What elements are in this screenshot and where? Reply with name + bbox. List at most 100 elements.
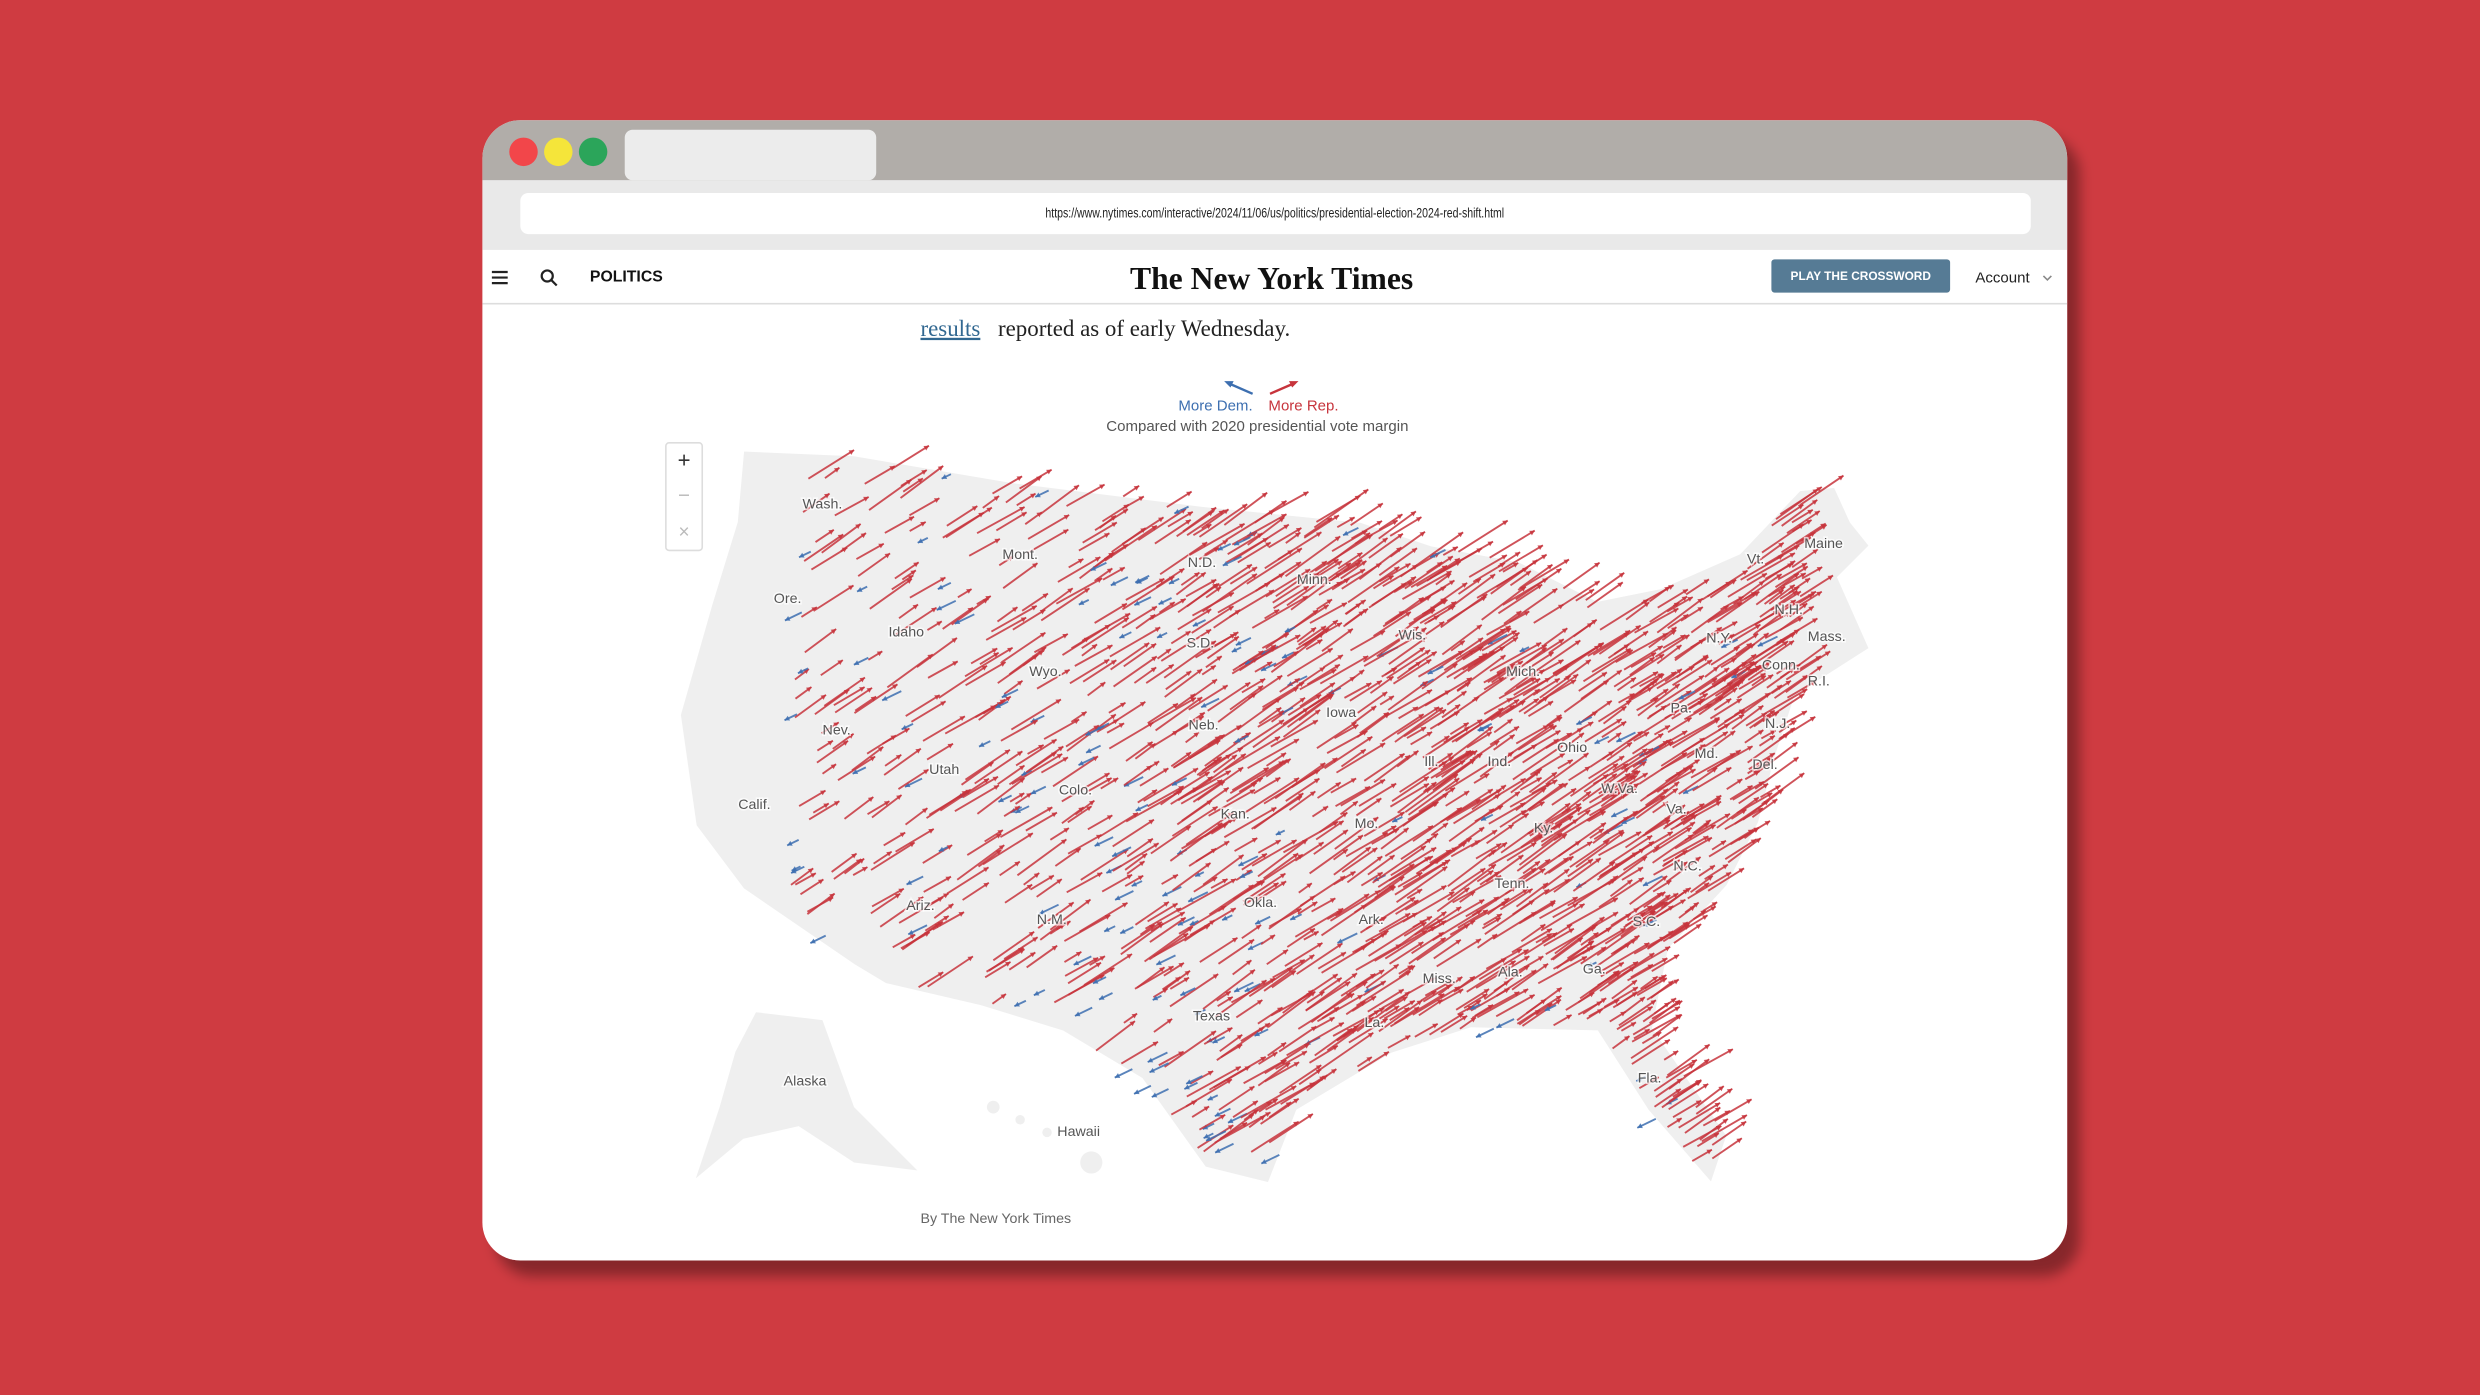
arrow-head [908, 516, 915, 522]
search-icon[interactable] [540, 269, 558, 287]
shift-arrow [1447, 849, 1497, 887]
arrow-head [1807, 509, 1813, 515]
reset-view[interactable]: × [679, 522, 690, 543]
arrow-head [1470, 1017, 1476, 1023]
arrow-head [1147, 741, 1153, 747]
zoom-out[interactable]: − [678, 484, 690, 507]
arrow-head [1541, 554, 1547, 560]
close-dot[interactable] [509, 137, 538, 167]
state-label: Nev. [823, 722, 851, 738]
shift-arrow [1556, 940, 1594, 969]
state-label: Mo. [1355, 816, 1379, 832]
arrow-head [1491, 830, 1498, 835]
arrow-head [1652, 697, 1659, 703]
shift-arrow [1591, 647, 1632, 673]
shift-arrow [1626, 686, 1653, 703]
arrow-head [1153, 761, 1160, 767]
arrow-head [937, 584, 944, 590]
min-dot[interactable] [544, 137, 573, 167]
arrow-head [1135, 806, 1142, 812]
address-bar[interactable] [520, 192, 2031, 235]
arrow-head [1785, 680, 1791, 686]
shift-arrow [1638, 898, 1686, 928]
arrow-head [1463, 791, 1470, 796]
shift-arrow [909, 576, 946, 599]
shift-arrow [1147, 902, 1179, 923]
shift-arrow [1779, 710, 1808, 728]
arrow-head [1319, 578, 1326, 584]
shift-arrow [997, 764, 1026, 786]
shift-arrow [1709, 578, 1737, 599]
arrow-head [799, 552, 805, 558]
shift-arrow [1351, 520, 1383, 540]
arrow-head [1415, 517, 1422, 522]
arrow-head [1111, 522, 1117, 528]
arrow-head [1612, 898, 1618, 903]
shift-arrow [1314, 1027, 1353, 1057]
shift-arrow [1669, 716, 1721, 747]
arrow-head [1736, 779, 1743, 785]
arrow-head [937, 465, 944, 471]
shift-arrow [1257, 710, 1285, 728]
shift-arrow [1458, 540, 1494, 563]
arrow-head [1816, 487, 1822, 492]
shift-arrow [1112, 818, 1155, 848]
arrow-head [1729, 730, 1736, 736]
shift-arrow [964, 748, 1011, 781]
shift-arrow [1242, 872, 1286, 903]
arrow-head [1137, 875, 1144, 881]
arrow-head [817, 879, 824, 885]
arrow-head [1108, 967, 1115, 973]
arrow-head [993, 652, 999, 658]
shift-arrow [1284, 942, 1323, 967]
shift-arrow [1701, 580, 1732, 601]
shift-arrow [1067, 967, 1115, 996]
arrow-head [1081, 711, 1087, 717]
shift-arrow [1653, 1063, 1695, 1092]
arrow-head [1316, 639, 1323, 645]
shift-arrow [1341, 847, 1378, 873]
arrow-head [1366, 1057, 1372, 1062]
shift-arrow [1446, 652, 1488, 679]
shift-arrow [1648, 690, 1692, 718]
shift-arrow [1242, 777, 1300, 815]
shift-arrow [802, 492, 831, 513]
arrow-head [1017, 947, 1024, 953]
arrow-head [1801, 563, 1807, 568]
arrow-head [1350, 722, 1357, 728]
shift-arrow [1501, 743, 1538, 768]
arrow-head [1498, 677, 1504, 683]
shift-arrow [1781, 522, 1827, 554]
shift-arrow [1229, 760, 1285, 795]
arrow-head [1561, 628, 1568, 634]
arrow-head [1699, 744, 1706, 750]
shift-arrow [1731, 632, 1770, 662]
state-label: Ohio [1557, 740, 1587, 756]
shift-arrow [1396, 706, 1440, 735]
article-link[interactable]: results [920, 316, 980, 341]
max-dot[interactable] [578, 137, 608, 167]
crossword-button[interactable] [1771, 259, 1951, 293]
logo[interactable]: The New York Times [1130, 261, 1413, 296]
arrow-head [1788, 640, 1794, 646]
shift-arrow [1309, 602, 1348, 624]
arrow-head [1731, 688, 1738, 694]
arrow-head [1816, 665, 1822, 672]
arrow-head [1184, 1084, 1190, 1090]
arrow-head [1715, 795, 1722, 801]
shift-arrow [1066, 483, 1106, 507]
section-link[interactable]: POLITICS [590, 269, 663, 286]
arrow-head [1721, 643, 1727, 648]
zoom-in[interactable]: + [678, 448, 691, 473]
arrow-head [1463, 722, 1469, 728]
account-menu[interactable]: Account [1975, 269, 2030, 286]
arrow-head [1542, 883, 1549, 889]
shift-arrow [1451, 711, 1502, 743]
shift-arrow [1243, 882, 1280, 906]
arrow-head [810, 873, 816, 878]
shift-arrow [1537, 955, 1588, 985]
shift-arrow [1250, 1120, 1300, 1153]
shift-arrow [1396, 865, 1448, 903]
tab[interactable] [624, 129, 877, 181]
menu-icon[interactable] [491, 270, 508, 285]
